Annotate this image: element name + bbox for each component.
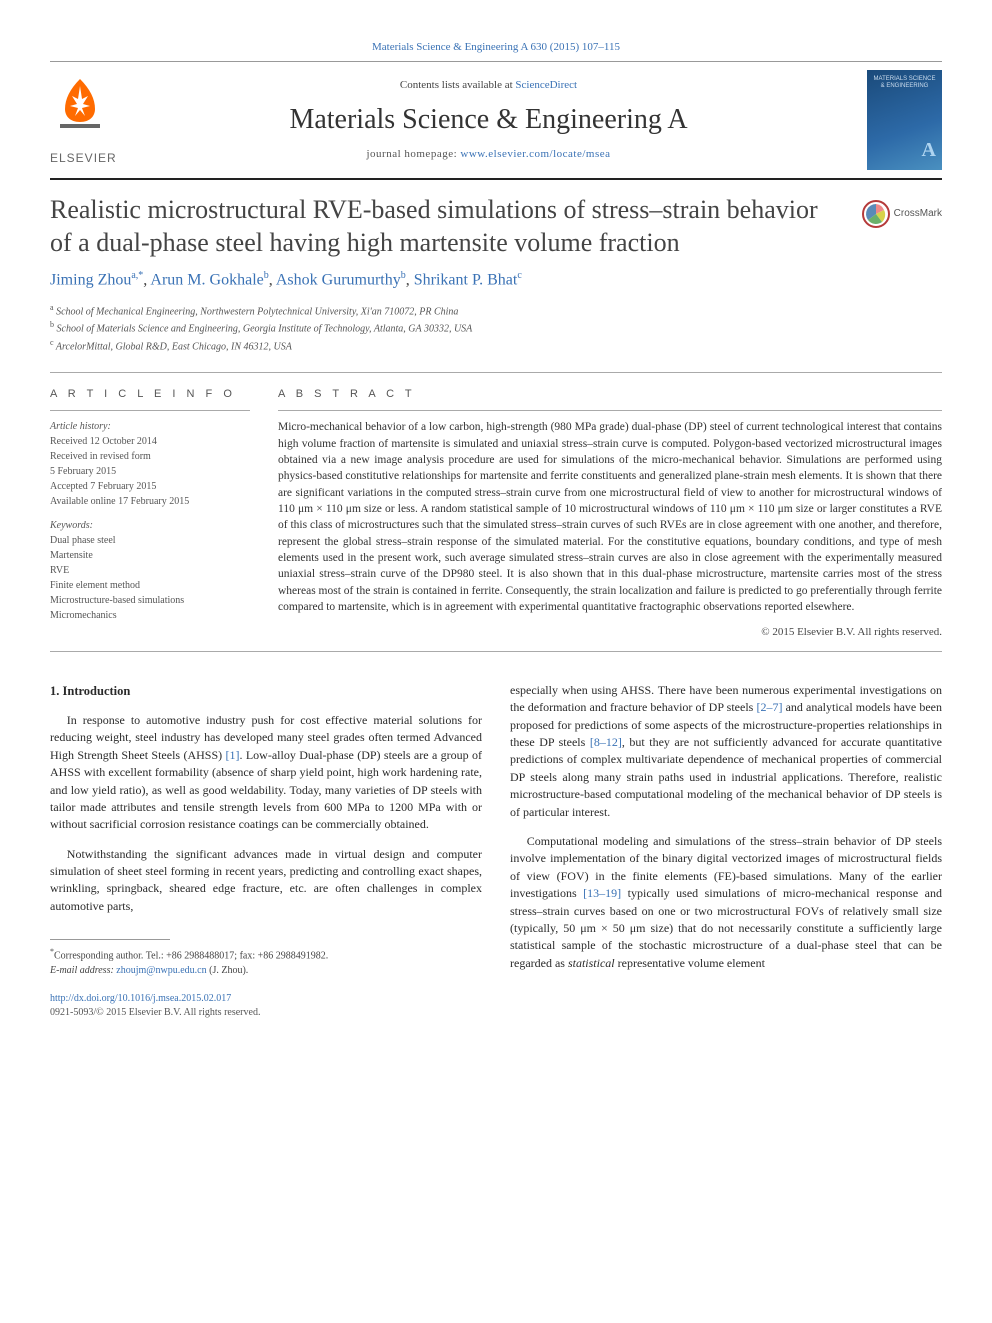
abstract-divider <box>278 410 942 411</box>
journal-ref-link[interactable]: Materials Science & Engineering A 630 (2… <box>372 41 620 53</box>
publisher-block: ELSEVIER <box>50 74 122 166</box>
ref-2-7[interactable]: [2–7] <box>756 700 782 714</box>
crossmark-label: CrossMark <box>894 207 942 221</box>
keyword-1: Dual phase steel <box>50 533 250 548</box>
article-title: Realistic microstructural RVE-based simu… <box>50 194 846 259</box>
article-info-heading: A R T I C L E I N F O <box>50 387 250 402</box>
author-3-aff: b <box>401 270 406 281</box>
author-1-mark: * <box>138 270 143 281</box>
doi-link[interactable]: http://dx.doi.org/10.1016/j.msea.2015.02… <box>50 993 231 1004</box>
journal-banner: ELSEVIER Contents lists available at Sci… <box>50 61 942 180</box>
keyword-4: Finite element method <box>50 578 250 593</box>
keyword-3: RVE <box>50 563 250 578</box>
body-col-left: 1. Introduction In response to automotiv… <box>50 682 482 1020</box>
ref-8-12[interactable]: [8–12] <box>590 735 622 749</box>
history-online: Available online 17 February 2015 <box>50 494 250 509</box>
contents-prefix: Contents lists available at <box>400 79 515 91</box>
info-abstract-row: A R T I C L E I N F O Article history: R… <box>50 387 942 641</box>
journal-reference-line: Materials Science & Engineering A 630 (2… <box>50 40 942 55</box>
issn-copyright: 0921-5093/© 2015 Elsevier B.V. All right… <box>50 1006 482 1020</box>
author-3[interactable]: Ashok Gurumurthy <box>276 272 401 289</box>
history-revised-1: Received in revised form <box>50 449 250 464</box>
article-history: Article history: Received 12 October 201… <box>50 419 250 509</box>
affiliation-list: a School of Mechanical Engineering, Nort… <box>50 302 942 354</box>
history-revised-2: 5 February 2015 <box>50 464 250 479</box>
journal-homepage: journal homepage: www.elsevier.com/locat… <box>122 147 855 162</box>
contents-line: Contents lists available at ScienceDirec… <box>122 78 855 93</box>
cover-letter: A <box>922 136 936 164</box>
journal-title: Materials Science & Engineering A <box>122 100 855 139</box>
history-label: Article history: <box>50 419 250 434</box>
sciencedirect-link[interactable]: ScienceDirect <box>515 79 577 91</box>
info-divider-1 <box>50 410 250 411</box>
body-p4: Computational modeling and simulations o… <box>510 833 942 972</box>
footnote-separator <box>50 939 170 940</box>
body-columns: 1. Introduction In response to automotiv… <box>50 682 942 1020</box>
body-col-right: especially when using AHSS. There have b… <box>510 682 942 1020</box>
divider-2 <box>50 651 942 652</box>
journal-cover-thumb: MATERIALS SCIENCE & ENGINEERING A <box>867 70 942 170</box>
ref-13-19[interactable]: [13–19] <box>583 886 621 900</box>
article-info-column: A R T I C L E I N F O Article history: R… <box>50 387 250 641</box>
body-p3: especially when using AHSS. There have b… <box>510 682 942 821</box>
abstract-column: A B S T R A C T Micro-mechanical behavio… <box>278 387 942 641</box>
abstract-text: Micro-mechanical behavior of a low carbo… <box>278 419 942 615</box>
history-received: Received 12 October 2014 <box>50 434 250 449</box>
affiliation-b: b School of Materials Science and Engine… <box>50 319 942 336</box>
author-2[interactable]: Arun M. Gokhale <box>150 272 263 289</box>
ref-1[interactable]: [1] <box>225 748 239 762</box>
body-p2: Notwithstanding the significant advances… <box>50 846 482 916</box>
homepage-prefix: journal homepage: <box>366 148 460 160</box>
publisher-name: ELSEVIER <box>50 150 122 167</box>
corresponding-author-note: *Corresponding author. Tel.: +86 2988488… <box>50 946 482 963</box>
abstract-heading: A B S T R A C T <box>278 387 942 402</box>
email-label: E-mail address: <box>50 965 116 976</box>
body-p1: In response to automotive industry push … <box>50 712 482 834</box>
keywords-list: Dual phase steel Martensite RVE Finite e… <box>50 533 250 623</box>
banner-center: Contents lists available at ScienceDirec… <box>122 78 855 162</box>
crossmark-badge[interactable]: CrossMark <box>862 200 942 228</box>
author-4-aff: c <box>517 270 521 281</box>
history-accepted: Accepted 7 February 2015 <box>50 479 250 494</box>
keywords-heading: Keywords: <box>50 519 250 533</box>
author-2-aff: b <box>264 270 269 281</box>
page-container: Materials Science & Engineering A 630 (2… <box>0 0 992 1050</box>
author-1[interactable]: Jiming Zhou <box>50 272 131 289</box>
elsevier-logo <box>50 74 110 144</box>
section-1-heading: 1. Introduction <box>50 682 482 700</box>
article-header: Realistic microstructural RVE-based simu… <box>50 194 942 259</box>
author-list: Jiming Zhoua,*, Arun M. Gokhaleb, Ashok … <box>50 269 942 292</box>
crossmark-icon <box>862 200 890 228</box>
keyword-5: Microstructure-based simulations <box>50 593 250 608</box>
abstract-copyright: © 2015 Elsevier B.V. All rights reserved… <box>278 625 942 640</box>
divider <box>50 372 942 373</box>
author-4[interactable]: Shrikant P. Bhat <box>414 272 518 289</box>
affiliation-c: c ArcelorMittal, Global R&D, East Chicag… <box>50 337 942 354</box>
affiliation-a: a School of Mechanical Engineering, Nort… <box>50 302 942 319</box>
cover-text: MATERIALS SCIENCE & ENGINEERING <box>871 76 938 89</box>
homepage-link[interactable]: www.elsevier.com/locate/msea <box>460 148 610 160</box>
corresponding-email-link[interactable]: zhoujm@nwpu.edu.cn <box>116 965 206 976</box>
doi-block: http://dx.doi.org/10.1016/j.msea.2015.02… <box>50 992 482 1020</box>
keyword-6: Micromechanics <box>50 608 250 623</box>
email-line: E-mail address: zhoujm@nwpu.edu.cn (J. Z… <box>50 964 482 978</box>
keyword-2: Martensite <box>50 548 250 563</box>
